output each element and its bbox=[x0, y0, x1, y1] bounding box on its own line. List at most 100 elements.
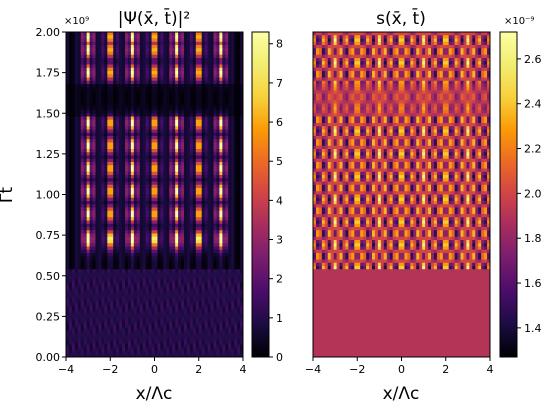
heatmap-cell bbox=[222, 74, 226, 79]
heatmap-cell bbox=[195, 243, 200, 248]
heatmap-cell bbox=[98, 210, 102, 215]
heatmap-cell bbox=[74, 97, 79, 101]
heatmap-cell bbox=[83, 162, 88, 166]
heatmap-cell bbox=[157, 175, 161, 179]
heatmap-cell bbox=[68, 181, 73, 186]
heatmap-cell bbox=[80, 158, 85, 163]
heatmap-cell bbox=[237, 67, 241, 72]
heatmap-cell bbox=[195, 32, 200, 36]
heatmap-cell bbox=[204, 236, 209, 241]
heatmap-cell bbox=[210, 266, 215, 270]
heatmap-cell bbox=[104, 145, 108, 150]
heatmap-cell bbox=[195, 93, 200, 98]
heatmap-cell bbox=[228, 217, 232, 222]
heatmap-cell bbox=[98, 279, 102, 283]
heatmap-cell bbox=[213, 152, 218, 157]
heatmap-cell bbox=[240, 194, 243, 199]
heatmap-cell bbox=[222, 152, 226, 157]
heatmap-cell bbox=[89, 295, 94, 300]
heatmap-cell bbox=[98, 207, 102, 212]
heatmap-cell bbox=[192, 129, 197, 134]
heatmap-cell bbox=[210, 207, 215, 212]
heatmap-cell bbox=[216, 90, 220, 95]
heatmap-cell bbox=[92, 249, 97, 254]
heatmap-cell bbox=[231, 171, 235, 176]
heatmap-cell bbox=[228, 142, 232, 147]
heatmap-cell bbox=[127, 269, 132, 274]
heatmap-cell bbox=[163, 152, 167, 157]
heatmap-cell bbox=[122, 236, 126, 241]
heatmap-cell bbox=[204, 188, 209, 192]
heatmap-cell bbox=[133, 214, 138, 218]
heatmap-cell bbox=[234, 103, 238, 108]
heatmap-cell bbox=[107, 227, 111, 231]
heatmap-cell bbox=[122, 84, 126, 88]
heatmap-cell bbox=[213, 220, 218, 225]
heatmap-cell bbox=[195, 38, 200, 43]
heatmap-cell bbox=[95, 233, 100, 238]
heatmap-cell bbox=[154, 87, 159, 92]
heatmap-cell bbox=[101, 184, 105, 189]
heatmap-cell bbox=[133, 217, 138, 222]
heatmap-cell bbox=[113, 80, 117, 85]
heatmap-cell bbox=[107, 188, 111, 192]
heatmap-cell bbox=[92, 272, 97, 277]
heatmap-cell bbox=[148, 58, 153, 62]
heatmap-cell bbox=[219, 220, 223, 225]
heatmap-cell bbox=[204, 275, 209, 280]
heatmap-cell bbox=[210, 113, 215, 118]
heatmap-cell bbox=[136, 38, 141, 43]
heatmap-cell bbox=[133, 136, 138, 140]
heatmap-cell bbox=[198, 113, 203, 118]
heatmap-cell bbox=[195, 168, 200, 173]
heatmap-cell bbox=[92, 256, 97, 261]
heatmap-cell bbox=[157, 249, 161, 254]
heatmap-cell bbox=[122, 61, 126, 66]
heatmap-cell bbox=[83, 61, 88, 66]
heatmap-cell bbox=[225, 288, 229, 293]
heatmap-cell bbox=[68, 162, 73, 166]
heatmap-cell bbox=[222, 41, 226, 46]
heatmap-cell bbox=[125, 191, 129, 196]
heatmap-cell bbox=[157, 64, 161, 69]
heatmap-cell bbox=[154, 240, 159, 244]
heatmap-cell bbox=[125, 35, 129, 40]
heatmap-cell bbox=[166, 175, 170, 179]
heatmap-cell bbox=[231, 64, 235, 69]
heatmap-cell bbox=[148, 145, 153, 150]
heatmap-cell bbox=[178, 253, 182, 257]
heatmap-cell bbox=[86, 266, 91, 270]
heatmap-cell bbox=[225, 74, 229, 79]
heatmap-cell bbox=[127, 41, 132, 46]
heatmap-cell bbox=[148, 197, 153, 202]
heatmap-cell bbox=[148, 223, 153, 228]
heatmap-cell bbox=[148, 106, 153, 111]
heatmap-cell bbox=[216, 292, 220, 296]
heatmap-cell bbox=[237, 103, 241, 108]
heatmap-cell bbox=[195, 292, 200, 296]
heatmap-cell bbox=[142, 197, 147, 202]
heatmap-cell bbox=[136, 262, 141, 267]
heatmap-cell bbox=[166, 162, 170, 166]
heatmap-cell bbox=[237, 292, 241, 296]
heatmap-cell bbox=[145, 298, 150, 303]
heatmap-cell bbox=[136, 298, 141, 303]
heatmap-cell bbox=[225, 100, 229, 105]
heatmap-cell bbox=[133, 158, 138, 163]
heatmap-cell bbox=[139, 181, 144, 186]
heatmap-cell bbox=[219, 275, 223, 280]
heatmap-cell bbox=[92, 58, 97, 62]
heatmap-cell bbox=[119, 201, 123, 205]
heatmap-cell bbox=[148, 71, 153, 75]
heatmap-cell bbox=[139, 249, 144, 254]
heatmap-cell bbox=[142, 256, 147, 261]
heatmap-cell bbox=[237, 223, 241, 228]
heatmap-cell bbox=[86, 249, 91, 254]
heatmap-cell bbox=[154, 197, 159, 202]
heatmap-cell bbox=[101, 298, 105, 303]
heatmap-cell bbox=[104, 194, 108, 199]
heatmap-cell bbox=[142, 103, 147, 108]
heatmap-cell bbox=[116, 188, 120, 192]
heatmap-cell bbox=[189, 178, 194, 183]
heatmap-cell bbox=[228, 77, 232, 82]
